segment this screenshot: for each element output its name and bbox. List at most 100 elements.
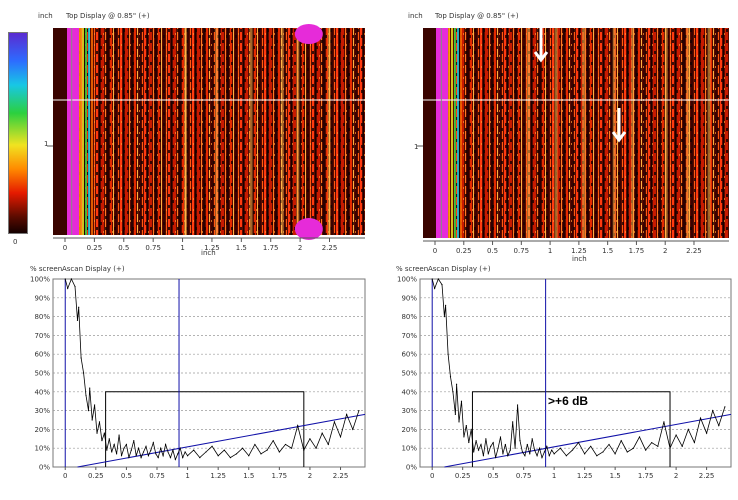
ascan-right-point — [480, 443, 482, 446]
ascan-left-y-tick-label: 0% — [39, 464, 50, 472]
down-arrow-icon — [611, 131, 627, 143]
cscan-left-unit: inch — [38, 12, 53, 20]
ascan-right-x-tick-label: 0.25 — [455, 472, 471, 480]
ascan-right-ylabel: % screen — [396, 265, 429, 273]
ascan-right-point — [514, 447, 516, 449]
ascan-right-gate — [471, 391, 671, 467]
ascan-right-point — [441, 284, 443, 286]
ascan-right-point — [548, 455, 550, 457]
ascan-left-x-tick-label: 0.75 — [149, 472, 165, 480]
ascan-right-point — [543, 451, 546, 453]
ascan-left-gate — [105, 391, 305, 467]
ascan-right-point — [497, 447, 499, 449]
ascan-right-point — [460, 400, 463, 402]
ascan-right-y-tick-label: 70% — [401, 332, 417, 340]
ascan-right-point — [559, 447, 561, 449]
ascan-right-point — [571, 449, 574, 451]
ascan-right-y-tick-label: 10% — [401, 445, 417, 453]
ascan-right-point — [663, 421, 665, 423]
cscan-left-bright-stripe — [184, 28, 188, 235]
ascan-left-point — [174, 458, 176, 461]
ascan-left-point — [235, 453, 238, 455]
ascan-right-y-tick-label: 50% — [401, 370, 417, 378]
cscan-right-dark-edge — [423, 28, 436, 238]
cscan-left-edge-band — [85, 28, 87, 235]
ascan-right-point — [565, 455, 567, 457]
ascan-right-point — [526, 443, 528, 446]
ascan-left-point — [303, 449, 305, 451]
cscan-left-x-tick-label: 0 — [63, 244, 67, 252]
ascan-right-point — [577, 441, 580, 444]
ascan-left-point — [284, 443, 287, 446]
ascan-right-point — [449, 376, 452, 378]
ascan-left-point — [211, 445, 213, 447]
cscan-left-x-tick-label: 1.25 — [204, 244, 220, 252]
cscan-left-xlabel: inch — [201, 249, 216, 257]
ascan-right-x-tick-label: 1.75 — [638, 472, 654, 480]
ascan-left-ylabel: % screen — [30, 265, 63, 273]
ascan-right-point — [632, 447, 635, 449]
ascan-left-point — [321, 432, 323, 434]
ascan-left-x-tick-label: 1 — [185, 472, 189, 480]
ascan-right-point — [675, 434, 677, 436]
ascan-right-point — [454, 413, 456, 415]
ascan-left-y-tick-label: 40% — [34, 388, 50, 396]
ascan-left-x-tick-label: 1.5 — [243, 472, 254, 480]
cscan-right-x-tick-label: 0.5 — [487, 247, 498, 255]
ascan-left-point — [94, 404, 96, 406]
ascan-left-point — [278, 451, 280, 453]
ascan-left-point — [70, 278, 72, 280]
ascan-right-y-tick-label: 0% — [406, 464, 417, 472]
cscan-left-edge-band — [79, 28, 81, 235]
cscan-left-x-tick-label: 2.25 — [322, 244, 338, 252]
ascan-left-point — [145, 445, 147, 447]
ascan-left-point — [123, 447, 125, 449]
ascan-right-x-tick-label: 1.5 — [610, 472, 621, 480]
cscan-right-x-tick-label: 0.25 — [456, 247, 472, 255]
ascan-left-point — [229, 457, 232, 459]
ascan-right-point — [602, 451, 604, 453]
ascan-left-point — [164, 443, 167, 446]
ascan-left-point — [186, 455, 189, 457]
ascan-left-title: Ascan Display (+) — [62, 265, 125, 273]
ascan-left-x-tick-label: 0 — [63, 472, 67, 480]
ascan-left-point — [76, 319, 79, 321]
ascan-right-point — [645, 449, 647, 451]
ascan-left-point — [80, 357, 82, 359]
ascan-left-point — [103, 432, 105, 434]
ascan-right-point — [608, 443, 610, 446]
ascan-right-y-tick-label: 90% — [401, 294, 417, 302]
cscan-left-x-tick-label: 1.75 — [263, 244, 279, 252]
ascan-right-point — [434, 287, 436, 289]
cscan-right-x-tick-label: 1 — [548, 247, 552, 255]
ascan-left-point — [133, 440, 135, 442]
cscan-left-speckle — [53, 28, 365, 235]
ascan-left-point — [152, 441, 154, 444]
cscan-right-edge-band — [454, 28, 456, 238]
cscan-left-title: Top Display @ 0.85" (+) — [66, 12, 150, 20]
ascan-right-point — [431, 278, 433, 280]
ascan-left-y-tick-label: 50% — [34, 370, 50, 378]
cscan-left-magenta-blob — [294, 24, 323, 44]
ascan-left-point — [98, 421, 101, 423]
ascan-left-y-tick-label: 10% — [34, 445, 50, 453]
ascan-left-point — [85, 394, 87, 397]
ascan-right-point — [638, 436, 641, 438]
ascan-right-x-tick-label: 0.5 — [488, 472, 499, 480]
ascan-right-point — [669, 447, 671, 449]
ascan-left-point — [89, 387, 91, 389]
ascan-left-point — [91, 419, 93, 421]
cscan-right-bright-stripe — [527, 28, 531, 238]
ascan-right-point — [541, 457, 543, 459]
cscan-right-edge-band — [451, 28, 453, 238]
cscan-right-x-tick-label: 0 — [433, 247, 437, 255]
ascan-right-point — [687, 428, 689, 430]
ascan-left-y-tick-label: 70% — [34, 332, 50, 340]
ascan-left-point — [309, 438, 311, 440]
ascan-left-point — [199, 457, 201, 459]
ascan-right-point — [452, 391, 454, 393]
ascan-right-point — [455, 383, 458, 385]
ascan-right-point — [512, 421, 514, 423]
ascan-left-point — [64, 278, 66, 280]
ascan-right-point — [693, 441, 696, 444]
